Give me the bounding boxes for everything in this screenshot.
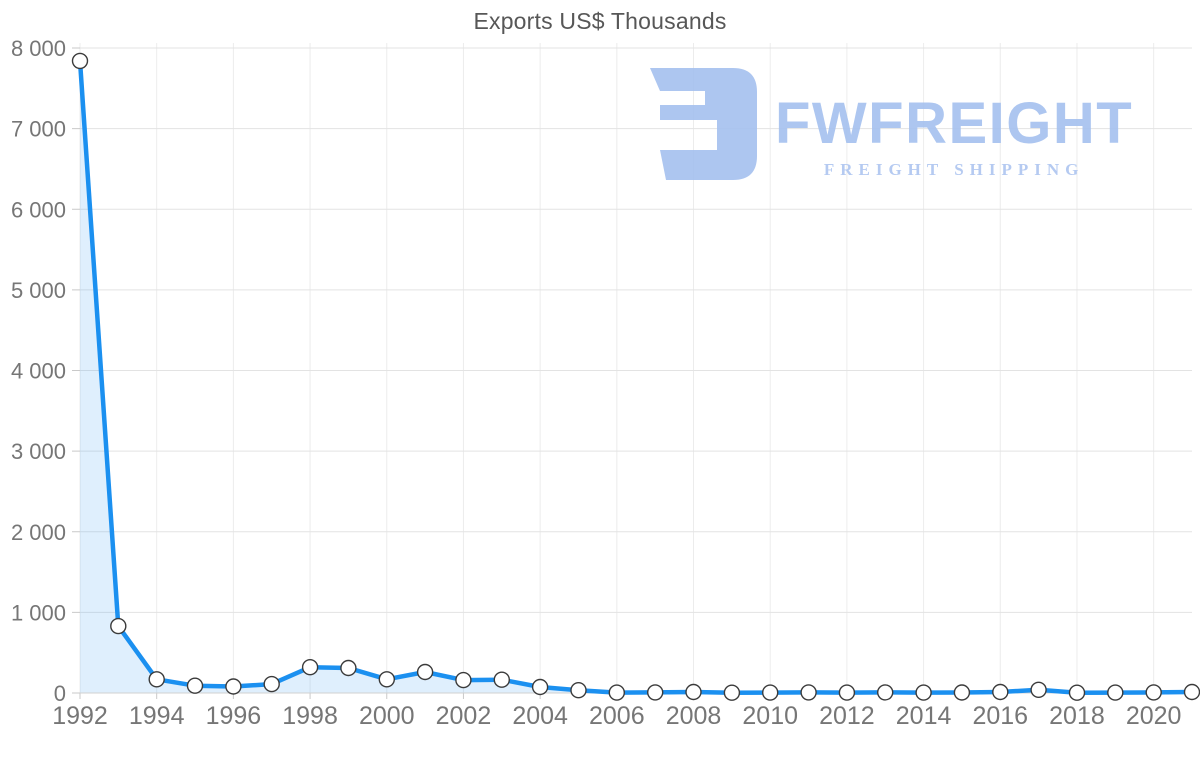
x-tick-label: 2020 [1126, 702, 1182, 730]
data-point-marker[interactable] [340, 659, 357, 677]
data-point-marker[interactable] [1068, 684, 1086, 701]
data-point-marker[interactable] [608, 684, 625, 701]
series-line [77, 58, 1195, 695]
y-tick-label: 0 [54, 681, 66, 706]
y-tick-label: 7 000 [11, 117, 66, 142]
data-point-marker[interactable] [416, 663, 434, 681]
data-point-marker[interactable] [110, 617, 127, 635]
data-point-marker[interactable] [723, 684, 741, 701]
data-point-marker[interactable] [1030, 681, 1047, 698]
x-tick-label: 2002 [436, 702, 492, 730]
x-tick-label: 2014 [896, 702, 952, 730]
data-point-marker[interactable] [71, 52, 89, 70]
data-point-marker[interactable] [915, 684, 932, 701]
x-tick-label: 2010 [742, 702, 798, 730]
data-point-marker[interactable] [800, 684, 817, 701]
data-point-marker[interactable] [378, 671, 395, 688]
data-point-marker[interactable] [301, 659, 319, 676]
y-tick-label: 3 000 [11, 439, 66, 464]
data-point-marker[interactable] [992, 683, 1009, 701]
x-tick-label: 2016 [972, 702, 1028, 730]
series-area-fill [80, 60, 1192, 693]
x-tick-label: 1992 [52, 702, 108, 730]
y-tick-label: 1 000 [11, 600, 66, 625]
x-tick-label: 2000 [359, 702, 415, 730]
x-tick-label: 1996 [206, 702, 262, 730]
data-point-marker[interactable] [762, 684, 779, 701]
x-tick-label: 1998 [282, 702, 338, 730]
data-point-marker[interactable] [647, 684, 664, 701]
data-point-marker[interactable] [570, 682, 587, 699]
chart-title: Exports US$ Thousands [473, 8, 727, 34]
x-tick-label: 2012 [819, 702, 875, 730]
x-tick-label: 2006 [589, 702, 645, 730]
data-point-marker[interactable] [225, 678, 242, 695]
data-point-marker[interactable] [838, 684, 856, 701]
data-point-marker[interactable] [953, 684, 971, 701]
data-point-marker[interactable] [1145, 684, 1162, 701]
x-tick-label: 1994 [129, 702, 185, 730]
x-tick-label: 2004 [512, 702, 568, 730]
x-tick-label: 2018 [1049, 702, 1105, 730]
y-tick-label: 8 000 [11, 36, 66, 61]
y-tick-label: 5 000 [11, 278, 66, 303]
data-point-marker[interactable] [685, 683, 702, 701]
data-point-marker[interactable] [148, 671, 165, 688]
y-tick-label: 4 000 [11, 359, 66, 384]
data-point-marker[interactable] [186, 677, 204, 694]
data-point-marker[interactable] [263, 675, 280, 693]
data-point-marker[interactable] [455, 671, 472, 689]
data-point-marker[interactable] [877, 684, 894, 701]
data-point-marker[interactable] [1107, 684, 1124, 701]
y-tick-label: 2 000 [11, 520, 66, 545]
data-point-marker[interactable] [493, 671, 510, 688]
y-tick-label: 6 000 [11, 197, 66, 222]
data-point-marker[interactable] [531, 678, 549, 696]
data-point-marker[interactable] [1183, 683, 1200, 701]
x-tick-label: 2008 [666, 702, 722, 730]
